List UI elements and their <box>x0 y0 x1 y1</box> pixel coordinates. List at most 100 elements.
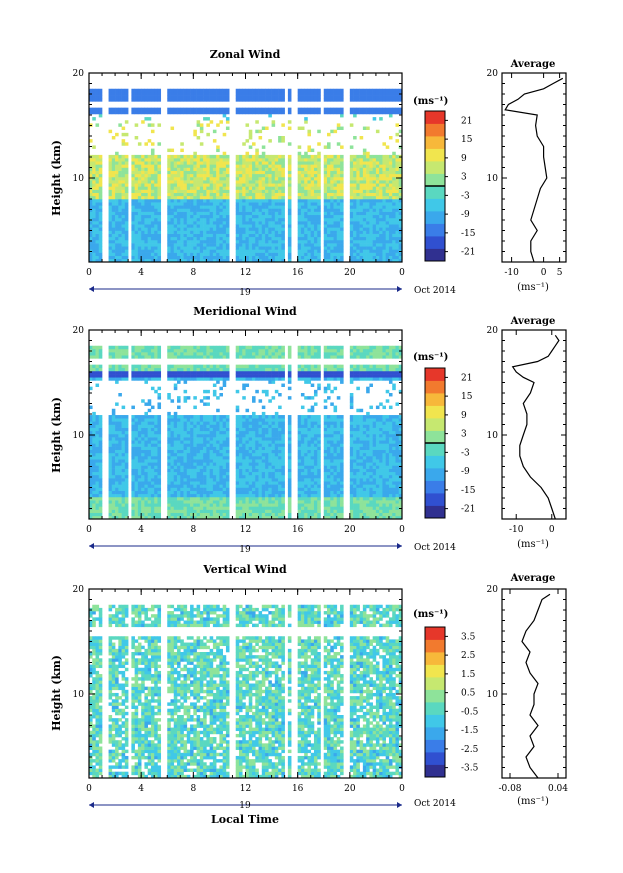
heatmap-cell <box>95 440 100 444</box>
heatmap-cell <box>144 456 148 460</box>
heatmap-cell <box>379 176 383 181</box>
heatmap-cell <box>89 202 93 206</box>
heatmap-cell <box>131 202 135 206</box>
heatmap-cell <box>209 91 214 96</box>
heatmap-cell <box>353 95 357 99</box>
heatmap-cell <box>258 88 263 93</box>
heatmap-cell <box>268 221 272 225</box>
heatmap-cell <box>144 249 148 253</box>
heatmap-cell <box>219 214 223 219</box>
heatmap-cell <box>170 452 175 457</box>
heatmap-cell <box>190 154 194 159</box>
heatmap-cell <box>300 95 305 99</box>
heatmap-cell <box>369 202 373 206</box>
heatmap-cell <box>281 95 285 99</box>
heatmap-cell <box>137 214 142 219</box>
heatmap-cell <box>278 230 282 234</box>
heatmap-cell <box>330 224 334 228</box>
heatmap-cell <box>317 189 321 193</box>
heatmap-cell <box>92 161 96 165</box>
heatmap-cell <box>154 91 158 96</box>
heatmap-cell <box>111 443 116 447</box>
heatmap-cell <box>150 367 155 372</box>
heatmap-cell <box>154 459 158 463</box>
heatmap-cell <box>206 164 210 168</box>
heatmap-cell <box>304 173 308 178</box>
heatmap-cell <box>193 490 197 495</box>
heatmap-cell <box>173 230 178 234</box>
heatmap-cell <box>336 110 341 115</box>
heatmap-cell <box>265 224 269 228</box>
heatmap-cell <box>154 348 158 353</box>
heatmap-cell <box>95 370 100 375</box>
heatmap-cell <box>382 142 386 146</box>
heatmap-cell <box>157 255 162 260</box>
heatmap-cell <box>392 151 396 156</box>
heatmap-cell <box>359 227 364 231</box>
heatmap-cell <box>196 255 201 260</box>
heatmap-cell <box>92 145 96 149</box>
heatmap-cell <box>186 474 191 479</box>
heatmap-cell <box>121 239 126 244</box>
heatmap-cell <box>327 252 331 256</box>
heatmap-cell <box>111 459 116 463</box>
heatmap-cell <box>310 246 315 250</box>
heatmap-cell <box>180 500 184 504</box>
heatmap-cell <box>111 258 116 262</box>
heatmap-cell <box>173 183 178 187</box>
heatmap-cell <box>170 176 175 181</box>
heatmap-cell <box>340 211 344 216</box>
heatmap-cell <box>173 352 178 356</box>
heatmap-cell <box>340 208 344 212</box>
heatmap-cell <box>173 199 178 203</box>
heatmap-cell <box>222 211 227 216</box>
heatmap-cell <box>115 214 119 219</box>
heatmap-cell <box>248 95 253 99</box>
heatmap-cell <box>167 230 171 234</box>
heatmap-cell <box>203 506 207 510</box>
heatmap-cell <box>121 478 126 482</box>
heatmap-cell <box>131 415 135 419</box>
heatmap-cell <box>317 236 321 241</box>
heatmap-cell <box>212 243 217 247</box>
heatmap-cell <box>349 154 354 159</box>
heatmap-cell <box>330 230 334 234</box>
heatmap-cell <box>92 418 96 422</box>
heatmap-cell <box>216 154 220 159</box>
heatmap-cell <box>274 180 279 184</box>
heatmap-cell <box>124 239 129 244</box>
heatmap-cell <box>388 221 393 225</box>
heatmap-cell <box>209 246 214 250</box>
heatmap-cell <box>180 465 184 469</box>
heatmap-cell <box>111 478 116 482</box>
heatmap-cell <box>199 374 204 378</box>
heatmap-cell <box>304 151 308 156</box>
heatmap-cell <box>157 468 162 473</box>
heatmap-cell <box>199 493 204 498</box>
heatmap-cell <box>167 167 171 171</box>
heatmap-cell <box>193 252 197 256</box>
heatmap-cell <box>92 224 96 228</box>
heatmap-cell <box>150 481 155 485</box>
heatmap-cell <box>121 449 126 454</box>
heatmap-cell <box>209 255 214 260</box>
heatmap-cell <box>379 246 383 250</box>
heatmap-cell <box>216 123 220 127</box>
heatmap-cell <box>206 132 210 137</box>
heatmap-cell <box>173 377 178 381</box>
heatmap-cell <box>261 167 266 171</box>
heatmap-cell <box>196 430 201 435</box>
heatmap-cell <box>372 205 377 209</box>
heatmap-cell <box>180 173 184 178</box>
heatmap-cell <box>225 88 230 93</box>
heatmap-cell <box>180 249 184 253</box>
heatmap-cell <box>392 88 396 93</box>
heatmap-cell <box>265 221 269 225</box>
heatmap-cell <box>255 129 259 134</box>
heatmap-cell <box>238 192 243 197</box>
heatmap-cell <box>359 208 364 212</box>
heatmap-cell <box>134 452 139 457</box>
heatmap-cell <box>392 176 396 181</box>
heatmap-cell <box>95 465 100 469</box>
heatmap-cell <box>222 192 227 197</box>
